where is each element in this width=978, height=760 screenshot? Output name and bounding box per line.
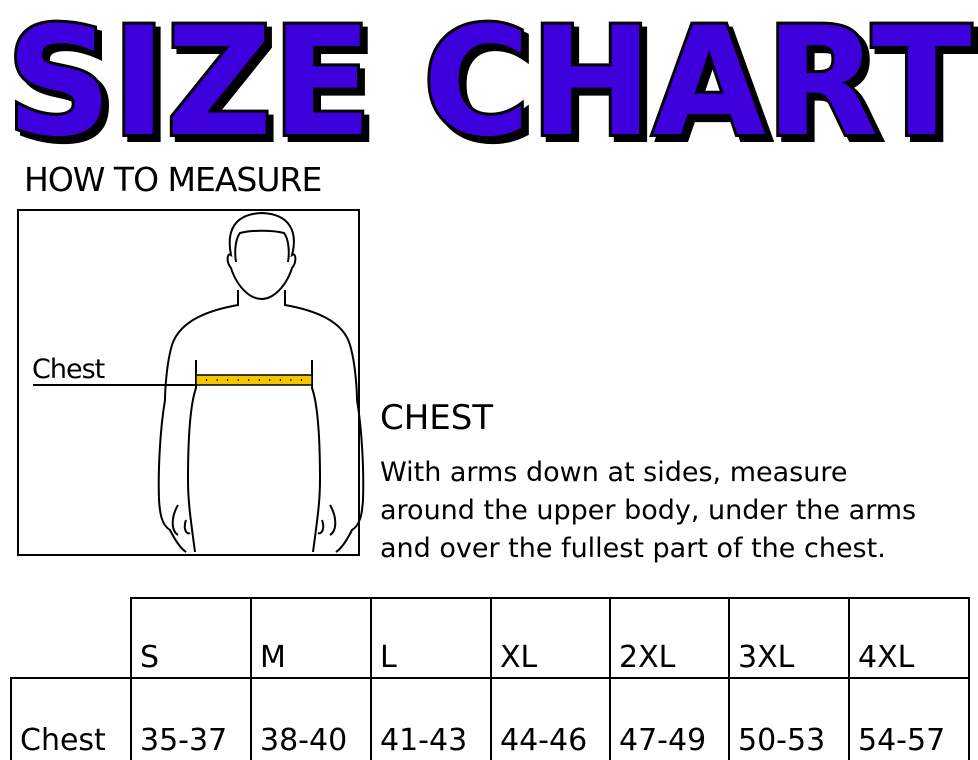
row-label-cell: Chest [10, 677, 132, 760]
measuring-tape [195, 374, 313, 386]
chest-value-cell-text: 44-46 [500, 723, 588, 758]
size-header-cell-text: S [140, 640, 160, 675]
measure-figure-box [17, 209, 360, 556]
size-header-cell: M [250, 597, 372, 679]
head-outline [226, 211, 297, 300]
hand-left [171, 504, 191, 536]
chest-value-cell: 44-46 [490, 677, 611, 760]
chest-value-cell: 38-40 [250, 677, 372, 760]
size-header-cell-text: 3XL [738, 640, 795, 675]
size-header-cell-text: 2XL [619, 640, 676, 675]
instruction-text: With arms down at sides, measure around … [380, 454, 978, 568]
chest-value-cell-text: 47-49 [619, 723, 707, 758]
size-header-cell: L [370, 597, 492, 679]
how-to-measure-heading: HOW TO MEASURE [24, 160, 322, 199]
size-header-cell-text: L [380, 640, 397, 675]
instruction-line: and over the fullest part of the chest. [380, 533, 886, 564]
chest-value-cell-text: 38-40 [260, 723, 348, 758]
chest-value-cell: 41-43 [370, 677, 492, 760]
chest-value-cell: 35-37 [130, 677, 252, 760]
size-chart-title: SIZE CHART [4, 0, 975, 150]
size-header-cell: 4XL [848, 597, 970, 679]
chest-value-cell: 54-57 [848, 677, 970, 760]
instruction-line: With arms down at sides, measure [380, 457, 848, 488]
figure-chest-label: Chest [32, 354, 105, 385]
size-header-cell: XL [490, 597, 611, 679]
tape-ticks [206, 379, 302, 381]
chest-value-cell-text: 41-43 [380, 723, 468, 758]
instruction-line: around the upper body, under the arms [380, 495, 917, 526]
size-header-cell: 3XL [728, 597, 850, 679]
chest-value-cell-text: 35-37 [140, 723, 228, 758]
title-text: SIZE CHART [7, 0, 972, 150]
hand-right [317, 504, 337, 536]
chest-value-cell-text: 50-53 [738, 723, 826, 758]
chest-value-cell-text: 54-57 [858, 723, 946, 758]
size-header-cell: S [130, 597, 252, 679]
row-label-cell-text: Chest [20, 723, 106, 758]
size-header-cell: 2XL [609, 597, 730, 679]
inner-arm-right [311, 360, 322, 553]
instruction-heading: CHEST [380, 398, 494, 438]
chest-value-cell: 50-53 [728, 677, 850, 760]
inner-arm-left [186, 360, 197, 553]
size-header-cell-text: 4XL [858, 640, 915, 675]
chest-value-cell: 47-49 [609, 677, 730, 760]
size-header-cell-text: XL [500, 640, 538, 675]
body-outline [157, 290, 365, 553]
size-header-cell-text: M [260, 640, 286, 675]
hair-line [234, 229, 290, 263]
